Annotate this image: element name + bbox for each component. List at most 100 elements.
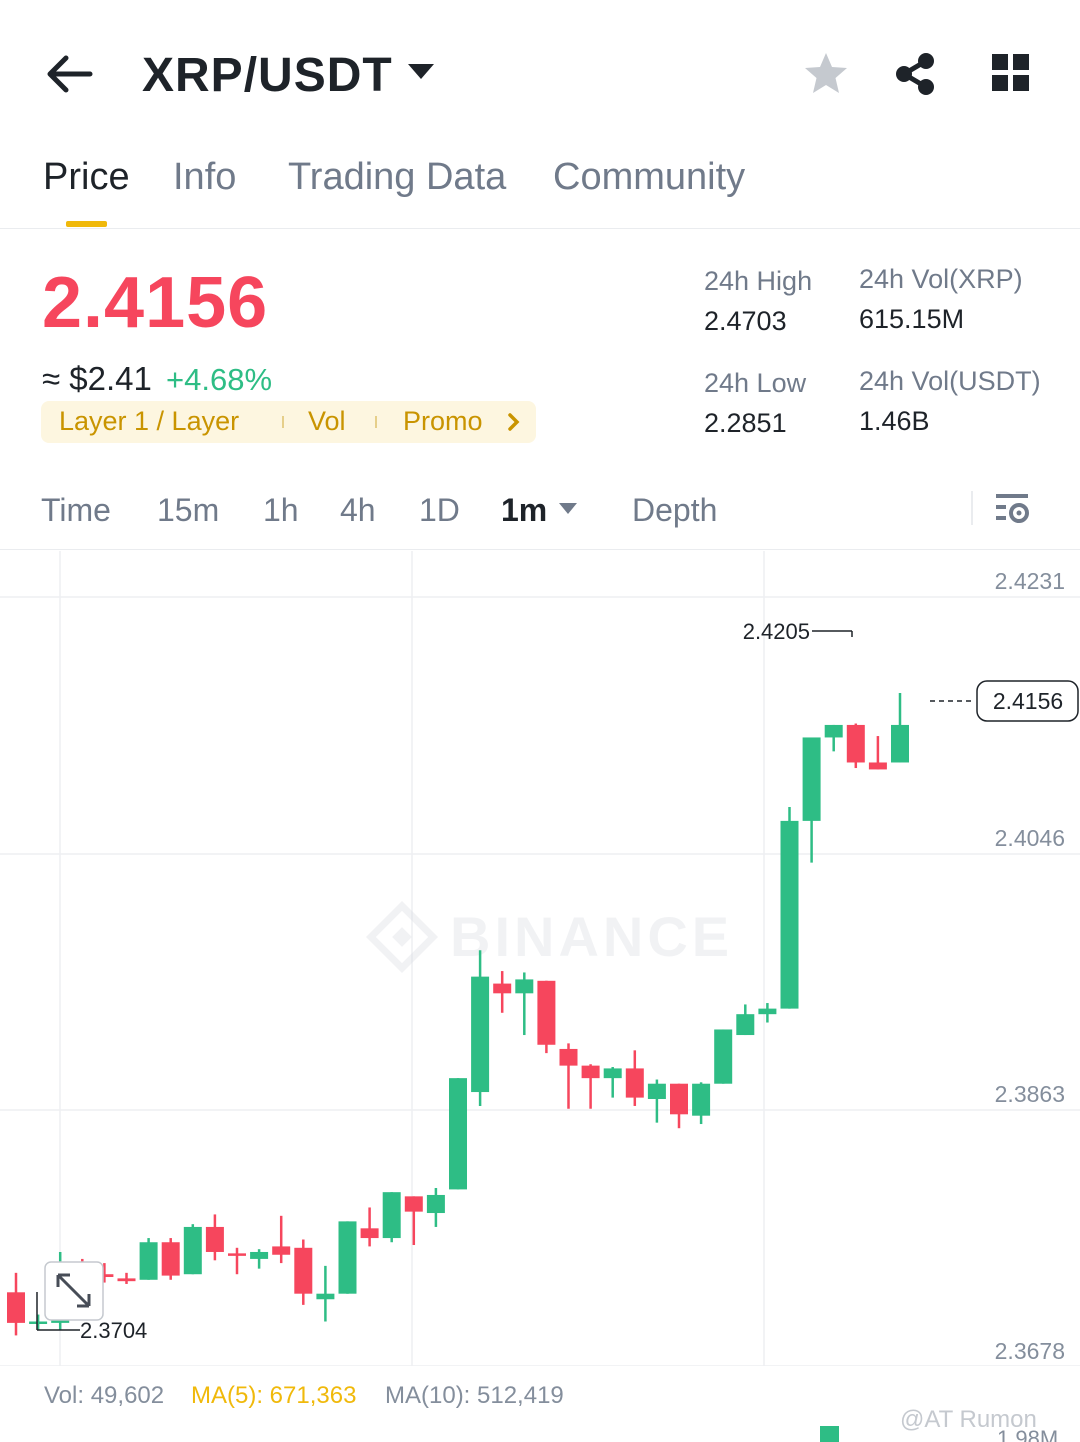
- candle-body: [95, 1274, 114, 1278]
- interval-4h[interactable]: 4h: [340, 492, 376, 528]
- candle-body: [338, 1221, 357, 1294]
- pair-dropdown-icon[interactable]: [406, 62, 436, 82]
- share-icon[interactable]: [893, 52, 937, 96]
- binance-watermark: BINANCE: [365, 900, 733, 974]
- y-axis-label: 2.3678: [995, 1338, 1065, 1364]
- candle-body: [471, 976, 490, 1093]
- candle-body: [868, 762, 887, 770]
- interval-depth[interactable]: Depth: [632, 492, 718, 528]
- stat-24h-high-value: 2.4703: [704, 306, 787, 336]
- interval-1d[interactable]: 1D: [419, 492, 460, 528]
- tag-layer[interactable]: Layer 1 / Layer: [59, 406, 240, 436]
- candle-body: [603, 1068, 622, 1079]
- active-tab-indicator: [66, 221, 107, 227]
- chart-grid: [0, 551, 1080, 1366]
- candle-body: [294, 1247, 313, 1294]
- tabs-divider: [0, 228, 1080, 229]
- stat-24h-vol-xrp-label: 24h Vol(XRP): [859, 264, 1023, 294]
- stat-24h-low-value: 2.2851: [704, 408, 787, 438]
- volume-value: Vol: 49,602: [44, 1382, 165, 1409]
- interval-divider: [971, 491, 973, 525]
- expand-chart-button[interactable]: [44, 1261, 104, 1321]
- current-price-marker: 2.4156: [930, 680, 1079, 722]
- candle-body: [736, 1014, 755, 1036]
- star-favorite-icon[interactable]: [804, 52, 848, 94]
- interval-1m[interactable]: 1m: [501, 492, 548, 528]
- chart-settings-icon[interactable]: [995, 492, 1031, 526]
- y-axis-label: 2.4046: [995, 825, 1065, 851]
- candle-body: [670, 1083, 688, 1115]
- stat-24h-vol-usdt-label: 24h Vol(USDT): [859, 366, 1041, 396]
- watermark-text: BINANCE: [450, 905, 733, 968]
- chevron-right-icon[interactable]: [506, 412, 522, 432]
- volume-bar: [820, 1426, 839, 1442]
- back-arrow-icon[interactable]: [46, 54, 94, 94]
- volume-ma10: MA(10): 512,419: [385, 1382, 564, 1409]
- tab-trading-data[interactable]: Trading Data: [288, 156, 507, 198]
- candle-body: [891, 724, 909, 763]
- candle-body: [360, 1228, 379, 1239]
- tab-info[interactable]: Info: [173, 156, 237, 198]
- candle-body: [758, 1008, 777, 1015]
- tag-separator: [375, 416, 377, 428]
- tag-promo[interactable]: Promo: [403, 406, 483, 436]
- current-price-label: 2.4156: [993, 688, 1063, 714]
- candlestick-chart[interactable]: BINANCE 2.4231 2.4046 2.3863 2.3678 2.42…: [0, 551, 1080, 1366]
- tab-price[interactable]: Price: [43, 156, 130, 198]
- candle-body: [250, 1251, 269, 1259]
- candle-body: [272, 1246, 291, 1255]
- candle-body: [139, 1242, 158, 1280]
- candle-body: [714, 1029, 733, 1084]
- candle-body: [449, 1078, 467, 1190]
- candle-body: [426, 1194, 445, 1214]
- interval-time[interactable]: Time: [41, 492, 111, 528]
- candle-body: [625, 1068, 644, 1098]
- y-axis-label: 2.3863: [995, 1081, 1065, 1107]
- candle-body: [824, 724, 843, 738]
- candle-body: [780, 820, 799, 1009]
- last-price: 2.4156: [42, 263, 269, 343]
- candle-body: [692, 1083, 711, 1116]
- candle-body: [29, 1321, 48, 1325]
- stat-24h-vol-xrp-value: 615.15M: [859, 304, 965, 334]
- candle-body: [581, 1065, 600, 1079]
- tab-community[interactable]: Community: [553, 156, 746, 198]
- volume-ma5: MA(5): 671,363: [191, 1382, 357, 1409]
- high-marker-label: 2.4205: [743, 619, 810, 644]
- candle-body: [647, 1083, 666, 1100]
- candle-body: [161, 1242, 180, 1276]
- expand-icon: [56, 1273, 91, 1308]
- candle-body: [228, 1253, 246, 1256]
- candle-body: [183, 1226, 202, 1275]
- candle-body: [382, 1192, 401, 1239]
- y-axis-labels: 2.4231 2.4046 2.3863 2.3678: [995, 568, 1065, 1364]
- y-axis-label: 2.4231: [995, 568, 1065, 594]
- stat-24h-low-label: 24h Low: [704, 368, 807, 398]
- interval-dropdown-icon[interactable]: [558, 502, 578, 516]
- low-marker-label: 2.3704: [80, 1318, 147, 1343]
- credit-watermark: @AT Rumon: [900, 1406, 1037, 1433]
- tag-vol[interactable]: Vol: [308, 406, 346, 436]
- low-marker: 2.3704: [36, 1292, 147, 1343]
- interval-15m[interactable]: 15m: [157, 492, 220, 528]
- stat-24h-high-label: 24h High: [704, 266, 813, 296]
- candle-body: [493, 983, 512, 994]
- candle-body: [559, 1048, 578, 1066]
- candle-body: [515, 979, 534, 994]
- tags-bar[interactable]: [41, 401, 536, 443]
- pair-title[interactable]: XRP/USDT: [142, 49, 393, 102]
- chart-top-divider: [0, 549, 1080, 550]
- candle-body: [537, 980, 556, 1045]
- candle-body: [117, 1278, 136, 1282]
- interval-1h[interactable]: 1h: [263, 492, 299, 528]
- price-change-percent: +4.68%: [166, 362, 273, 397]
- candle-body: [404, 1196, 423, 1212]
- candle-body: [316, 1293, 335, 1300]
- usd-approx-price: ≈ $2.41: [42, 360, 152, 397]
- candles-group: [7, 692, 909, 1336]
- candle-body: [205, 1226, 224, 1252]
- candle-body: [802, 737, 821, 821]
- tag-separator: [282, 416, 284, 428]
- header-bar: XRP/USDT: [0, 0, 1080, 140]
- grid-menu-icon[interactable]: [991, 53, 1031, 93]
